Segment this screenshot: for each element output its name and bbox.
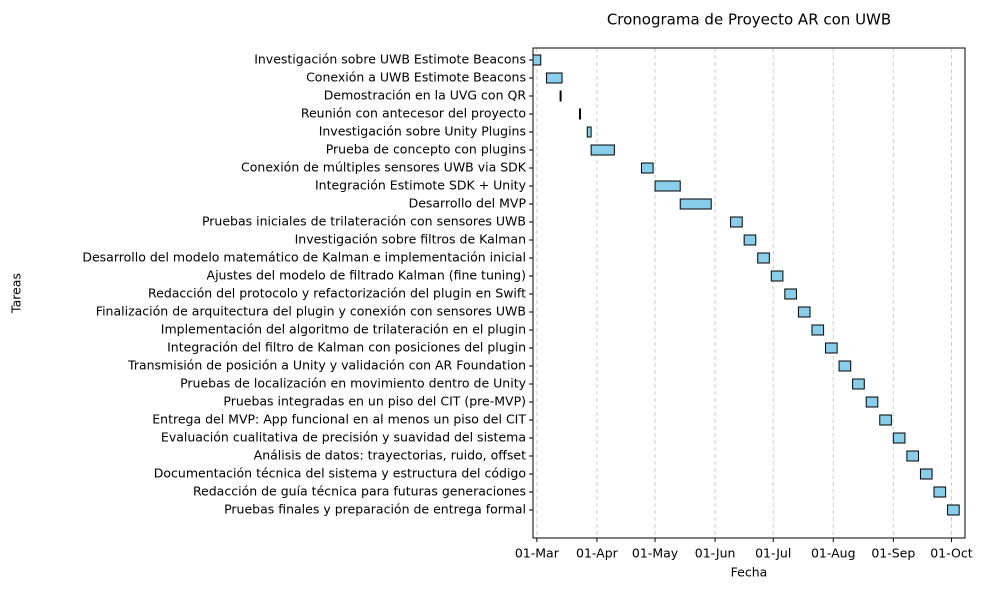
x-tick-label: 01-Mar [515,546,560,561]
y-tick-label: Investigación sobre UWB Estimote Beacons [254,52,526,67]
x-tick-label: 01-Sep [871,546,915,561]
task-bar [947,504,960,516]
task-bar [892,432,906,444]
task-bar [906,450,920,462]
task-bar [933,486,947,498]
y-tick-label: Entrega del MVP: App funcional en al men… [152,412,526,427]
y-tick-label: Reunión con antecesor del proyecto [301,106,526,121]
y-tick-label: Transmisión de posición a Unity y valida… [127,358,526,373]
y-tick-label: Investigación sobre filtros de Kalman [295,232,526,247]
y-tick-label: Implementación del algoritmo de trilater… [161,322,526,337]
y-tick-label: Ajustes del modelo de filtrado Kalman (f… [207,268,526,283]
task-bar [586,126,592,138]
task-bar [797,306,811,318]
y-tick-label: Prueba de concepto con plugins [326,142,526,157]
y-tick-label: Pruebas iniciales de trilateración con s… [202,214,526,229]
x-tick-label: 01-Apr [576,546,619,561]
y-tick-label: Desarrollo del MVP [409,196,527,211]
y-tick-label: Redacción del protocolo y refactorizació… [148,286,526,301]
y-axis-label: Tareas [9,273,24,314]
y-tick-label: Pruebas integradas en un piso del CIT (p… [223,394,526,409]
task-bar [852,378,865,390]
y-tick-label: Análisis de datos: trayectorias, ruido, … [254,448,526,463]
y-tick-label: Documentación técnica del sistema y estr… [154,466,526,481]
y-tick-label: Conexión a UWB Estimote Beacons [306,70,526,85]
x-tick-label: 01-Jun [695,546,736,561]
y-tick-label: Redacción de guía técnica para futuras g… [193,484,526,499]
task-bar [743,234,757,246]
task-bar [590,144,615,156]
task-bar [825,342,838,354]
task-bar [770,270,784,282]
task-bar [546,72,563,84]
y-tick-label: Pruebas de localización en movimiento de… [180,376,527,391]
chart-title: Cronograma de Proyecto AR con UWB [607,11,891,29]
task-bar [654,180,681,192]
task-bar [559,90,562,102]
y-tick-label: Integración Estimote SDK + Unity [315,178,527,193]
y-tick-label: Evaluación cualitativa de precisión y su… [161,430,526,445]
task-bar [640,162,654,174]
x-axis-label: Fecha [731,565,768,580]
task-bar [865,396,879,408]
task-bar [679,198,712,210]
x-tick-label: 01-May [632,546,679,561]
task-bar [784,288,797,300]
y-tick-label: Finalización de arquitectura del plugin … [96,304,526,319]
x-tick-label: 01-Jul [755,546,791,561]
task-bar [578,108,581,120]
task-bar [532,54,542,66]
y-tick-label: Integración del filtro de Kalman con pos… [167,340,526,355]
y-tick-label: Demostración en la UVG con QR [324,88,527,103]
x-tick-label: 01-Aug [811,546,856,561]
task-bar [919,468,933,480]
task-bar [811,324,825,336]
y-tick-label: Conexión de múltiples sensores UWB via S… [241,160,527,175]
task-bar [879,414,892,426]
task-bar [757,252,770,264]
x-tick-label: 01-Oct [930,546,972,561]
y-tick-label: Pruebas finales y preparación de entrega… [224,502,526,517]
task-bar [838,360,852,372]
y-tick-label: Desarrollo del modelo matemático de Kalm… [82,250,526,265]
plot-frame [532,47,966,539]
y-tick-label: Investigación sobre Unity Plugins [319,124,526,139]
task-bar [730,216,743,228]
